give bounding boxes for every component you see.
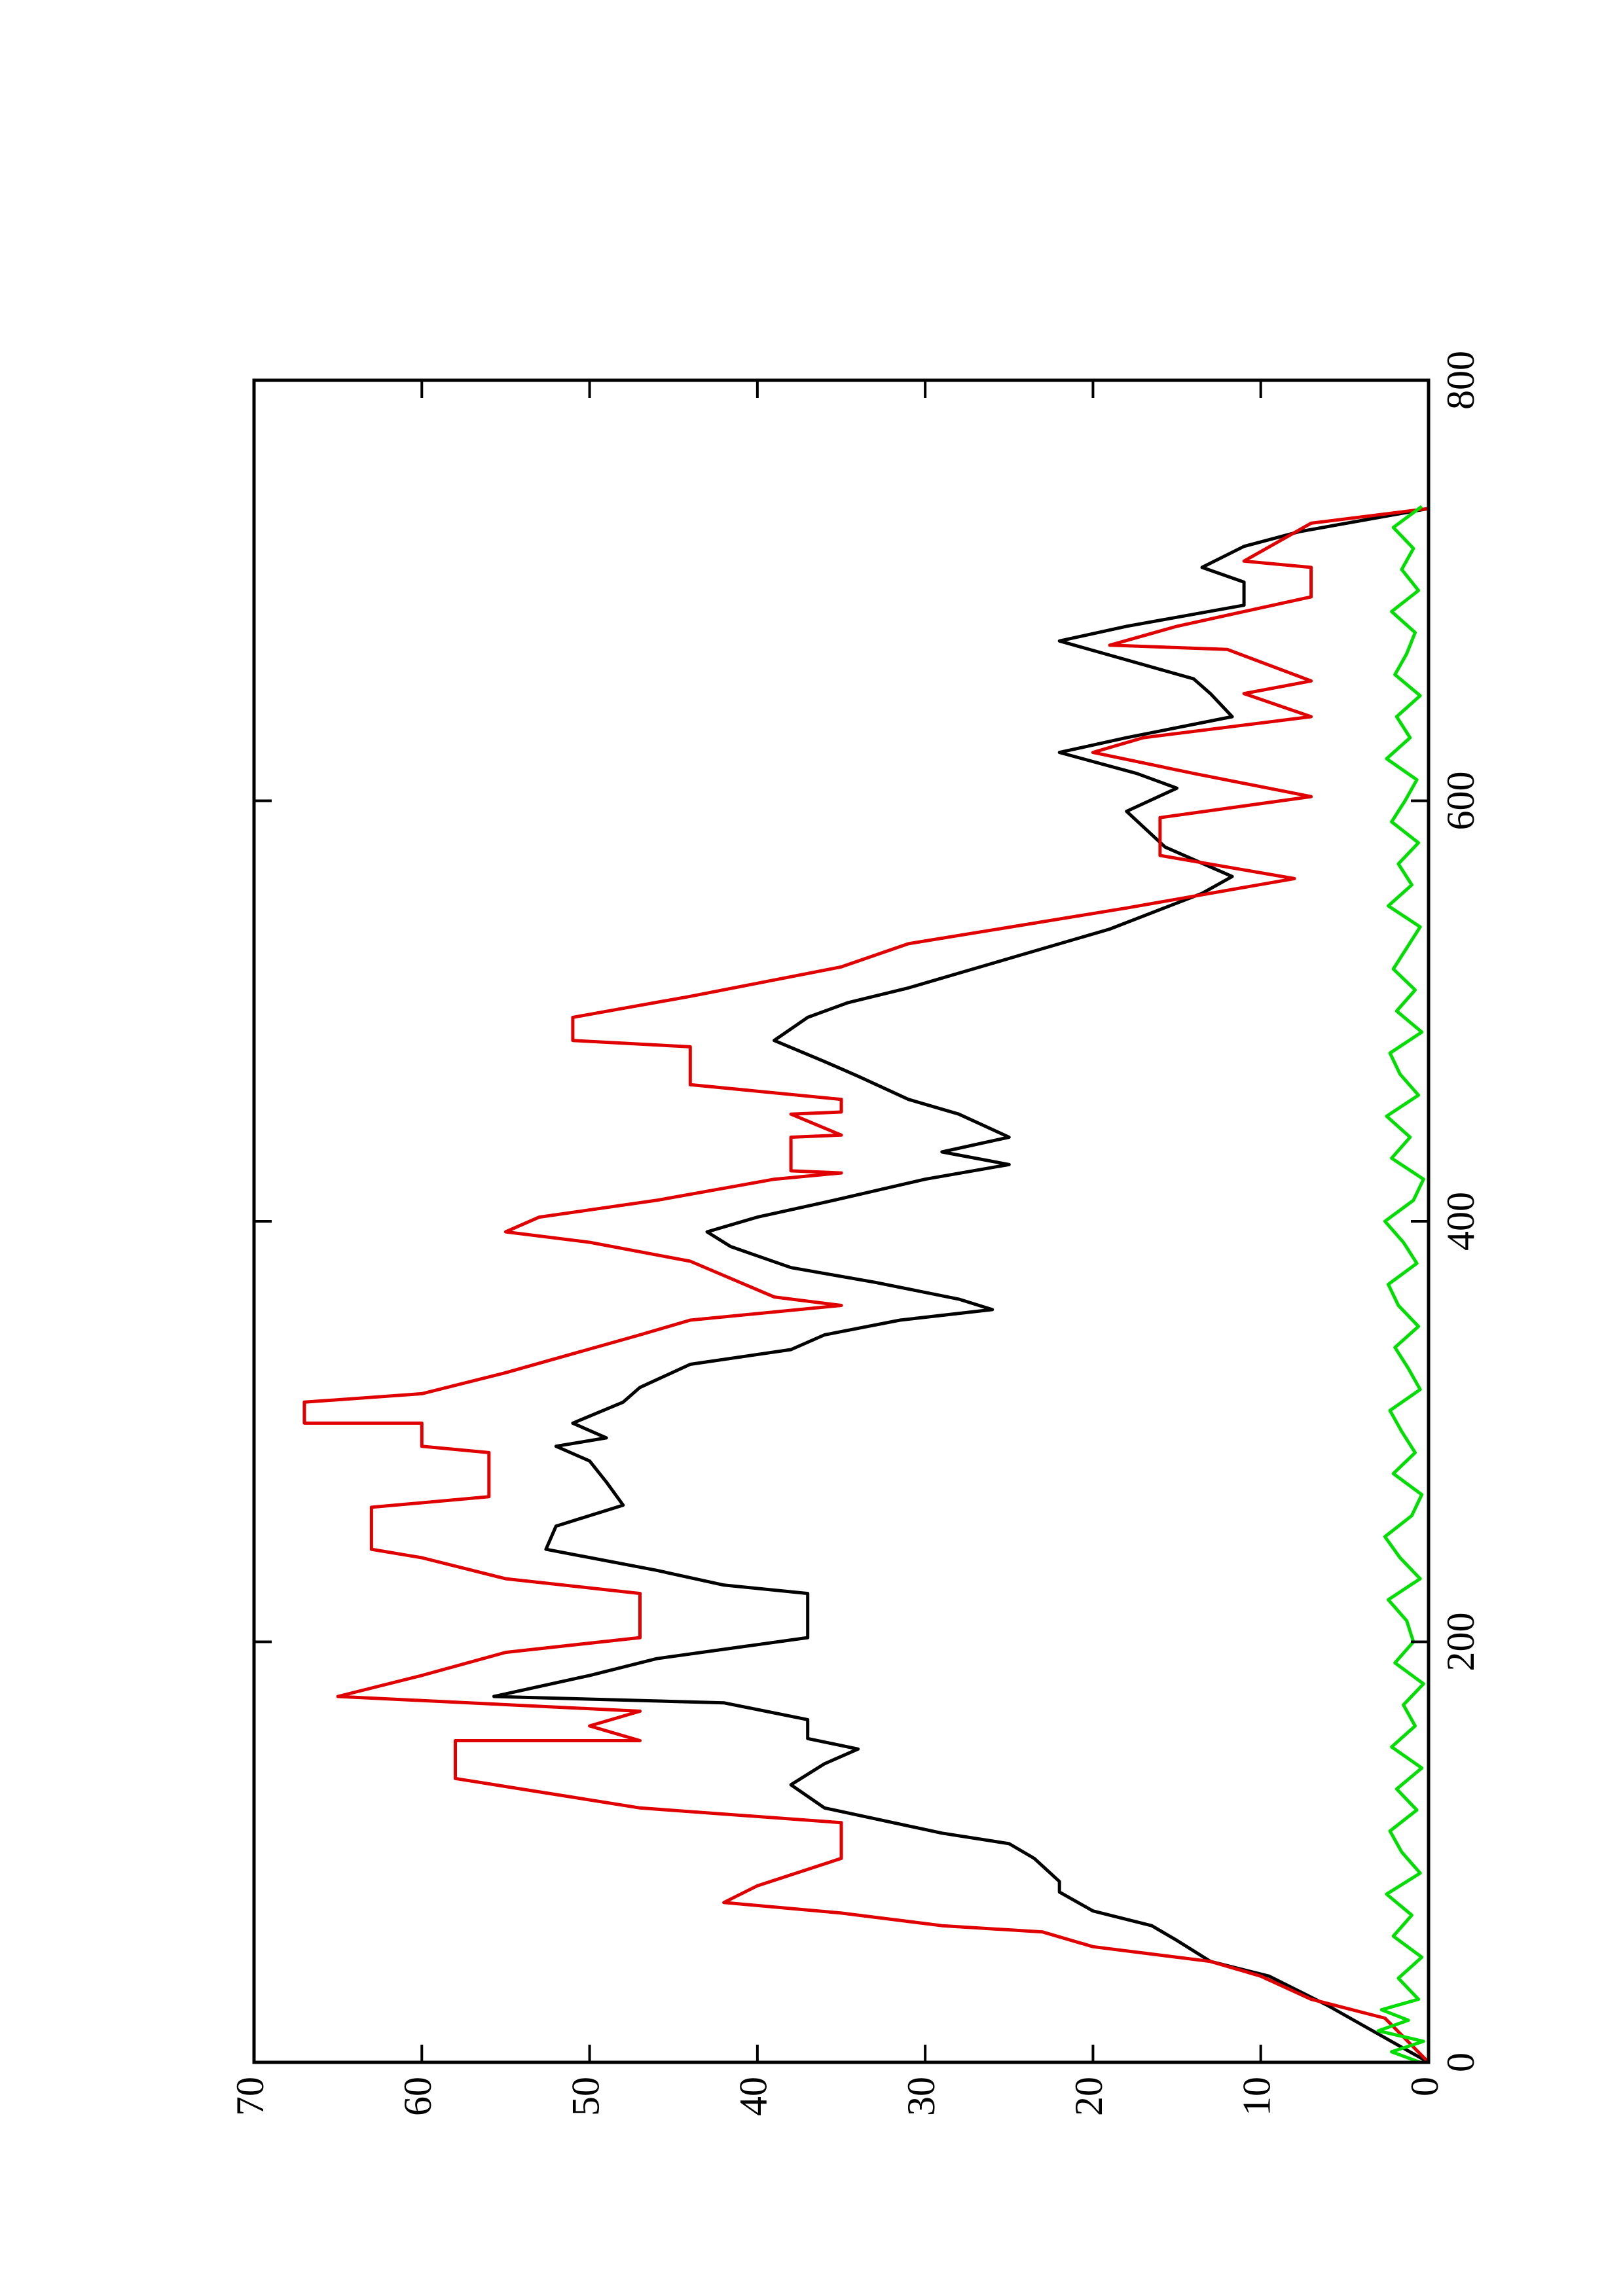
y-tick-label: 50 (564, 2077, 607, 2116)
data-line (492, 507, 1430, 2064)
x-tick-label: 200 (1439, 1613, 1482, 1672)
x-tick-label: 400 (1439, 1192, 1482, 1251)
y-tick-label: 40 (732, 2077, 775, 2116)
y-tick-label: 10 (1235, 2077, 1278, 2116)
data-line (1376, 505, 1425, 2064)
y-tick-label: 60 (396, 2077, 439, 2116)
y-tick-label: 0 (1403, 2077, 1446, 2096)
x-tick-label: 0 (1439, 2053, 1482, 2072)
y-tick-label: 70 (228, 2077, 272, 2116)
x-tick-label: 600 (1439, 772, 1482, 831)
data-line (302, 507, 1430, 2064)
y-tick-label: 30 (900, 2077, 943, 2116)
rotated-plot: 0 200 400 600 800 0 10 20 30 40 50 60 70 (228, 351, 1482, 2116)
x-tick-label: 800 (1439, 351, 1482, 410)
y-tick-label: 20 (1067, 2077, 1110, 2116)
